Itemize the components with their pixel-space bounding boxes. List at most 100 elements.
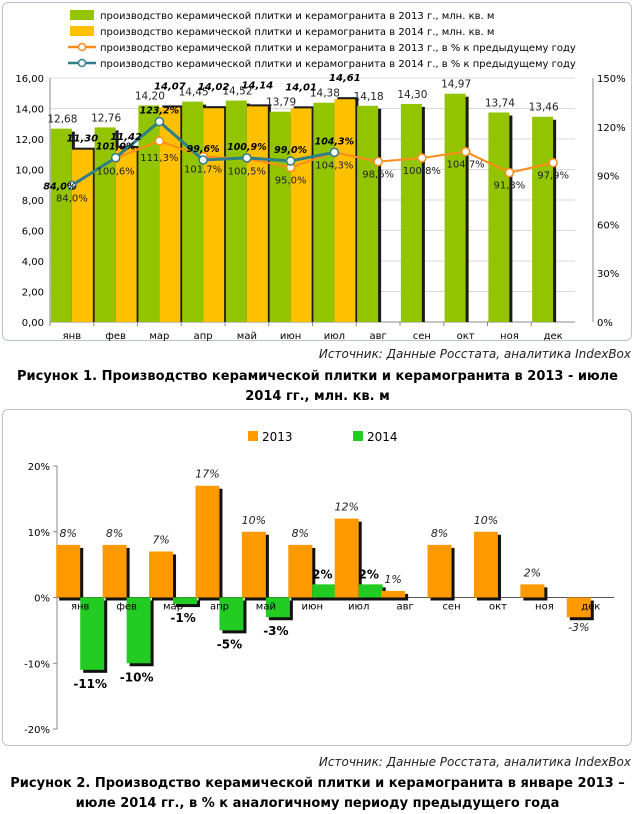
bar-2013-label: 14,52 bbox=[222, 86, 252, 98]
x-tick-label: окт bbox=[489, 602, 507, 613]
bar-2014-label: 14,07 bbox=[154, 81, 186, 92]
x-tick-label: сен bbox=[413, 331, 431, 342]
x-tick-label: сен bbox=[442, 602, 460, 613]
marker-2014 bbox=[67, 180, 77, 191]
marker-2013 bbox=[460, 146, 471, 157]
legend-swatch-2014 bbox=[353, 431, 363, 441]
bar-2014-label: -1% bbox=[170, 611, 195, 625]
bar-2013 bbox=[138, 105, 160, 322]
bar-2014 bbox=[358, 584, 383, 598]
bar-2013-label: 17% bbox=[195, 468, 219, 481]
bar-2014-label: -3% bbox=[263, 624, 288, 638]
y2-tick-label: 120% bbox=[597, 123, 626, 134]
bar-2013-label: 14,20 bbox=[135, 90, 165, 102]
bar-2013-label: 13,74 bbox=[485, 97, 515, 109]
bar-2013-label: 1% bbox=[384, 573, 401, 586]
bar-2013-label: 8% bbox=[59, 527, 76, 540]
bar-2013-label: 10% bbox=[242, 514, 266, 527]
bar-2013-label: 12,68 bbox=[47, 114, 77, 126]
bar-2014 bbox=[173, 597, 198, 605]
x-tick-label: ноя bbox=[500, 331, 519, 342]
bar-2014-label: 2% bbox=[359, 567, 379, 581]
bar-2014 bbox=[219, 597, 244, 631]
y-tick-label: -10% bbox=[24, 659, 50, 670]
bar-2013 bbox=[381, 590, 406, 598]
legend-label-0: производство керамической плитки и керам… bbox=[100, 11, 494, 22]
x-tick-label: окт bbox=[457, 331, 475, 342]
x-tick-label: апр bbox=[210, 602, 229, 613]
bar-2014 bbox=[312, 584, 337, 598]
bar-2013-label: 14,30 bbox=[397, 89, 427, 101]
legend-swatch-0 bbox=[70, 10, 94, 20]
bar-2013-label: 14,45 bbox=[179, 87, 209, 99]
bar-2014-label: 14,61 bbox=[329, 73, 361, 84]
marker-2014 bbox=[154, 116, 165, 127]
y-tick-label: 20% bbox=[28, 462, 50, 473]
bar-2014 bbox=[80, 597, 105, 670]
marker-2013 bbox=[504, 167, 515, 178]
chart-2-source: Источник: Данные Росстата, аналитика Ind… bbox=[318, 755, 631, 769]
marker-2013 bbox=[373, 156, 383, 167]
y2-tick-label: 90% bbox=[597, 172, 619, 183]
bar-2013-label: 10% bbox=[474, 514, 498, 527]
y-tick-label: 10,00 bbox=[15, 166, 44, 177]
line-2013-label: 104,7% bbox=[447, 160, 485, 171]
y2-tick-label: 30% bbox=[597, 269, 619, 280]
bar-2013 bbox=[566, 597, 591, 618]
marker-2013 bbox=[548, 157, 558, 168]
x-tick-label: мар bbox=[149, 331, 169, 342]
bar-2013-label: 8% bbox=[106, 527, 123, 540]
x-tick-label: авг bbox=[369, 331, 386, 342]
bar-2014 bbox=[203, 108, 225, 322]
x-tick-label: фев bbox=[105, 331, 126, 342]
bar-2014-label: -10% bbox=[120, 670, 154, 684]
x-tick-label: фев bbox=[116, 602, 137, 613]
legend-marker-2 bbox=[77, 42, 87, 52]
line-2014-label: 101,0% bbox=[96, 142, 136, 153]
marker-2014 bbox=[198, 155, 208, 165]
bar-2014 bbox=[71, 149, 93, 322]
bar-2014 bbox=[159, 107, 181, 323]
legend-label-2013: 2013 bbox=[262, 430, 293, 444]
line-2013-label: 100,5% bbox=[228, 167, 266, 178]
line-2013-label: 91,8% bbox=[493, 181, 525, 192]
bar-2014-label: 14,14 bbox=[242, 80, 274, 91]
y-tick-label: 8,00 bbox=[22, 196, 44, 207]
line-2013 bbox=[71, 139, 554, 187]
line-2013-label: 100,8% bbox=[403, 166, 441, 177]
line-2013-label: 97,9% bbox=[537, 171, 569, 182]
bar-2013 bbox=[94, 127, 116, 322]
bar-2013 bbox=[473, 531, 498, 598]
x-tick-label: ноя bbox=[535, 602, 554, 613]
line-2014-label: 99,0% bbox=[274, 145, 307, 156]
line-2013-label: 104,3% bbox=[315, 160, 353, 171]
line-2014-label: 99,6% bbox=[187, 144, 220, 155]
x-tick-label: май bbox=[256, 602, 276, 613]
bar-2014-label: -5% bbox=[217, 637, 242, 651]
chart-1-caption: Рисунок 1. Производство керамической пли… bbox=[16, 369, 618, 404]
y-tick-label: 12,00 bbox=[15, 135, 44, 146]
marker-2013 bbox=[154, 136, 165, 146]
bar-2013-label: 7% bbox=[152, 533, 169, 546]
x-tick-label: апр bbox=[194, 331, 213, 342]
bar-2013-label: 8% bbox=[431, 527, 448, 540]
bar-2014-label: 11,42 bbox=[110, 132, 142, 143]
legend-label-3: производство керамической плитки и керам… bbox=[100, 59, 576, 70]
chart-1-source: Источник: Данные Росстата, аналитика Ind… bbox=[318, 347, 631, 361]
x-tick-label: май bbox=[237, 331, 257, 342]
y-tick-label: 0% bbox=[34, 594, 50, 605]
x-tick-label: июн bbox=[280, 331, 301, 342]
marker-2014 bbox=[285, 156, 296, 166]
x-tick-label: мар bbox=[163, 602, 183, 613]
bar-2013-label: 12,76 bbox=[91, 112, 121, 124]
bar-2014 bbox=[265, 597, 290, 618]
bar-2013 bbox=[50, 128, 72, 322]
line-2014-label: 100,9% bbox=[227, 142, 267, 153]
y-tick-label: 0,00 bbox=[22, 318, 44, 329]
line-2013-label: 84,0% bbox=[56, 193, 88, 204]
chart-2-caption: Рисунок 2. Производство керамической пли… bbox=[10, 776, 625, 811]
bar-2013 bbox=[444, 93, 466, 323]
y2-tick-label: 60% bbox=[597, 220, 619, 231]
bar-2014-label: 14,02 bbox=[198, 82, 230, 93]
x-tick-label: июн bbox=[302, 602, 323, 613]
